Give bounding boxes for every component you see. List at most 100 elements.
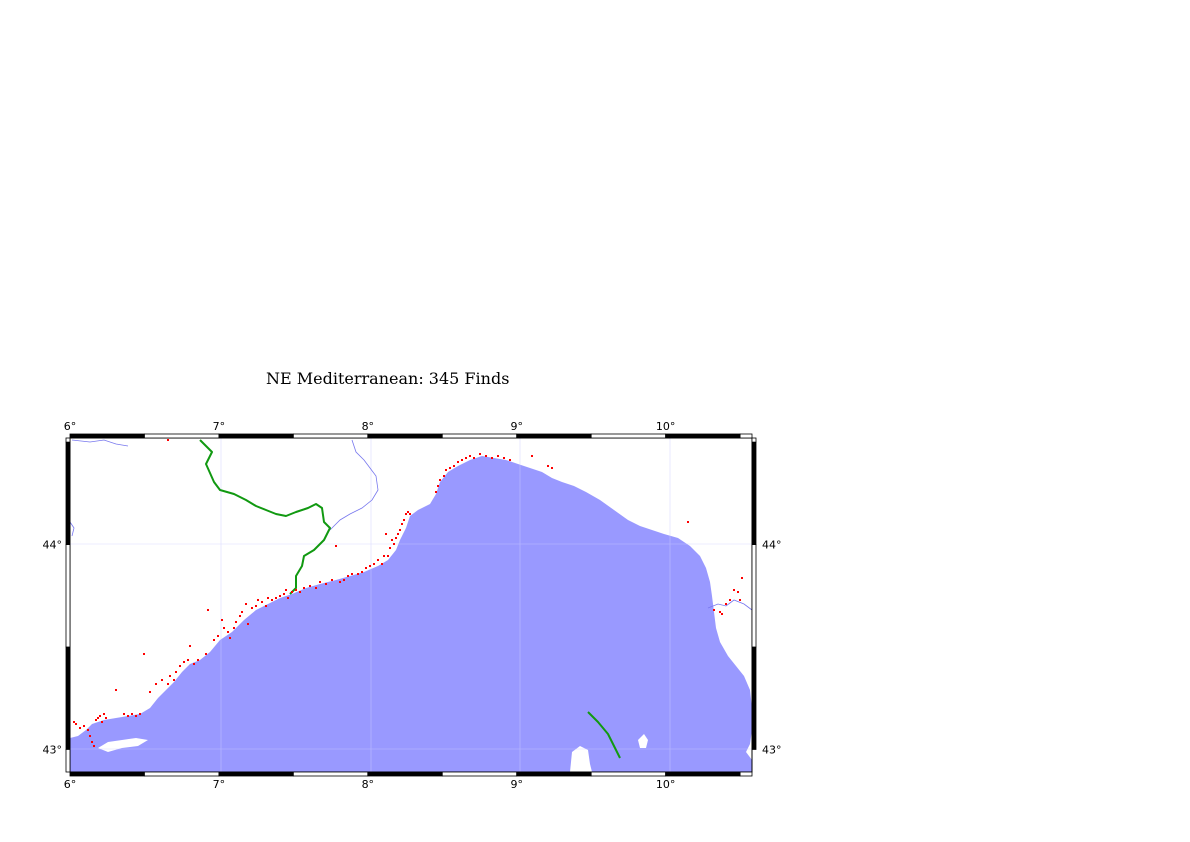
axis-tick-labels: 6° 6° 7° 7° 8° 8° 9° 9° 10° 10° 43° 43° 44° 44° (43, 420, 782, 791)
frame-segment (144, 771, 220, 777)
lon-tick-label-bottom: 9° (510, 778, 523, 791)
sea-area (70, 456, 752, 772)
frame-segment (751, 544, 757, 648)
find-point (373, 563, 375, 565)
lon-tick-label-bottom: 8° (362, 778, 375, 791)
find-point (103, 713, 105, 715)
find-point (347, 575, 349, 577)
lat-tick-label-left: 44° (43, 539, 63, 552)
map-frame (65, 433, 757, 777)
graticule (70, 438, 752, 772)
frame-segment (665, 771, 741, 777)
find-point (315, 587, 317, 589)
find-point (279, 595, 281, 597)
find-point (491, 457, 493, 459)
find-point (115, 689, 117, 691)
find-point (257, 599, 259, 601)
find-point (461, 459, 463, 461)
rivers (69, 439, 753, 611)
island-corsica-tip (570, 746, 592, 772)
frame-segment (441, 433, 518, 439)
lon-tick-label-bottom: 10° (656, 778, 676, 791)
find-point (239, 615, 241, 617)
find-point (155, 683, 157, 685)
find-point (331, 579, 333, 581)
find-point (405, 513, 407, 515)
lat-tick-label-left: 43° (43, 743, 63, 756)
find-point (179, 665, 181, 667)
frame-segment (367, 433, 443, 439)
find-point (261, 601, 263, 603)
find-point (719, 611, 721, 613)
find-point (87, 729, 89, 731)
frame-segment (441, 771, 518, 777)
find-point (439, 479, 441, 481)
find-point (457, 461, 459, 463)
frame-segment (751, 441, 757, 545)
find-point (445, 469, 447, 471)
frame-segment (665, 433, 741, 439)
find-point (143, 653, 145, 655)
find-point (377, 559, 379, 561)
find-point (247, 623, 249, 625)
find-point (453, 465, 455, 467)
find-point (547, 465, 549, 467)
frame-segment (739, 771, 753, 777)
find-point (267, 597, 269, 599)
find-point (255, 605, 257, 607)
find-point (449, 467, 451, 469)
find-point (291, 591, 293, 593)
find-point (407, 511, 409, 513)
find-point (503, 457, 505, 459)
find-point (189, 645, 191, 647)
find-point (381, 563, 383, 565)
find-points (73, 439, 743, 747)
frame-segment (144, 433, 220, 439)
find-point (167, 683, 169, 685)
find-point (89, 735, 91, 737)
find-point (265, 605, 267, 607)
find-point (183, 661, 185, 663)
find-point (361, 571, 363, 573)
find-point (713, 609, 715, 611)
find-point (391, 539, 393, 541)
national-borders (199, 439, 621, 759)
find-point (251, 607, 253, 609)
find-point (303, 587, 305, 589)
find-point (339, 581, 341, 583)
find-point (221, 619, 223, 621)
find-point (161, 679, 163, 681)
lon-tick-label-top: 9° (510, 420, 523, 433)
find-point (93, 745, 95, 747)
find-point (325, 583, 327, 585)
find-point (175, 671, 177, 673)
find-point (741, 577, 743, 579)
find-point (497, 455, 499, 457)
lon-tick-label-bottom: 6° (64, 778, 77, 791)
find-point (97, 717, 99, 719)
lon-tick-label-top: 10° (656, 420, 676, 433)
find-point (385, 533, 387, 535)
frame-segment (590, 433, 667, 439)
find-point (131, 713, 133, 715)
find-point (91, 741, 93, 743)
frame-segment (516, 771, 592, 777)
find-point (101, 721, 103, 723)
find-point (389, 547, 391, 549)
find-point (531, 455, 533, 457)
find-point (105, 717, 107, 719)
find-point (551, 467, 553, 469)
find-point (233, 627, 235, 629)
find-point (395, 537, 397, 539)
find-point (75, 723, 77, 725)
find-point (193, 663, 195, 665)
find-point (229, 637, 231, 639)
find-point (473, 457, 475, 459)
find-point (139, 713, 141, 715)
find-point (737, 591, 739, 593)
frame-segment (69, 433, 145, 439)
find-point (213, 639, 215, 641)
find-point (383, 555, 385, 557)
find-point (721, 613, 723, 615)
